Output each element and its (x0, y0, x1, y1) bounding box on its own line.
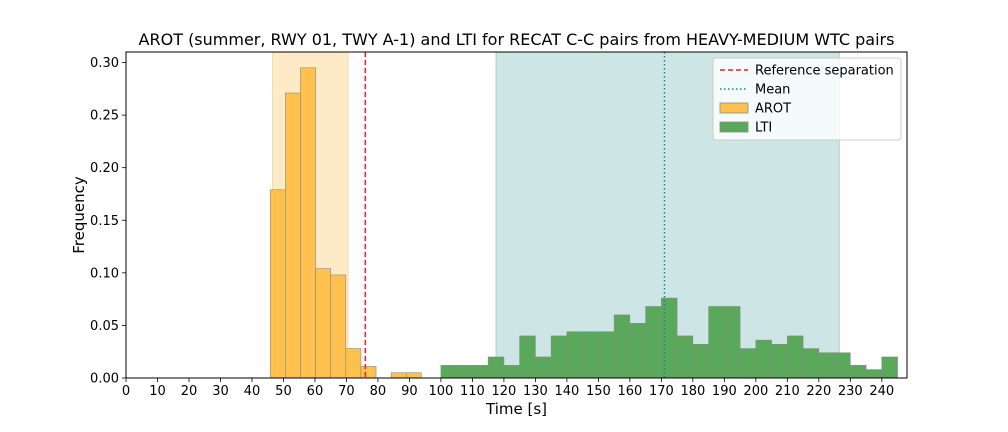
x-tick-label: 90 (401, 384, 418, 399)
x-tick-label: 70 (338, 384, 355, 399)
x-tick-label: 80 (370, 384, 387, 399)
lti-bar (645, 306, 662, 379)
x-tick-label: 180 (680, 384, 705, 399)
y-tick-label: 0.05 (90, 319, 119, 334)
lti-bar (519, 335, 536, 379)
legend-arot-label: AROT (755, 102, 791, 117)
lti-bar (487, 356, 505, 379)
arot-bar (285, 92, 301, 379)
x-tick-label: 130 (523, 384, 548, 399)
x-tick-label: 60 (307, 384, 324, 399)
x-tick-label: 210 (775, 384, 800, 399)
arot-bar (390, 372, 407, 379)
x-tick-label: 200 (743, 384, 768, 399)
x-tick-label: 190 (712, 384, 737, 399)
lti-bar (456, 365, 473, 379)
x-tick-label: 160 (617, 384, 642, 399)
legend-lti-swatch (719, 121, 749, 133)
legend-reference-label: Reference separation (755, 64, 894, 79)
lti-bar (472, 365, 489, 379)
arot-bar (330, 274, 347, 379)
legend-lti-label: LTI (755, 121, 772, 136)
x-tick-label: 240 (869, 384, 894, 399)
lti-bar (787, 335, 804, 379)
lti-bar (865, 369, 883, 379)
lti-bar (739, 348, 757, 379)
lti-bar (834, 352, 851, 379)
x-tick-label: 50 (275, 384, 292, 399)
histogram-bars (269, 67, 898, 379)
lti-bar (692, 344, 709, 379)
arot-bar (315, 268, 331, 379)
x-tick-label: 110 (460, 384, 485, 399)
x-tick-label: 10 (149, 384, 166, 399)
lti-bar (708, 306, 725, 379)
x-tick-label: 170 (649, 384, 674, 399)
lti-bar (818, 352, 835, 379)
y-tick-label: 0.25 (90, 109, 119, 124)
x-tick-label: 30 (212, 384, 229, 399)
y-tick-label: 0.10 (90, 266, 119, 281)
x-tick-label: 0 (122, 384, 130, 399)
lti-bar (724, 306, 741, 379)
lti-bar (598, 331, 615, 379)
arot-bar (360, 366, 377, 379)
lti-bar (850, 365, 867, 379)
y-tick-label: 0.20 (90, 161, 119, 176)
y-tick-label: 0.00 (90, 372, 119, 387)
lti-bar (755, 339, 772, 379)
x-axis: 0 10 20 30 40 50 60 70 80 90 100 110 120 130 140 150 160… (122, 378, 894, 399)
arot-bar (405, 372, 422, 379)
x-tick-label: 100 (429, 384, 454, 399)
lti-bar (566, 331, 583, 379)
x-tick-label: 20 (181, 384, 198, 399)
reference-lines (364, 52, 666, 378)
x-tick-label: 140 (554, 384, 579, 399)
x-tick-label: 120 (491, 384, 516, 399)
lti-bar (881, 356, 898, 379)
y-axis: 0.00 0.05 0.10 0.15 0.20 0.25 0.30 (90, 56, 126, 387)
y-tick-label: 0.15 (90, 214, 119, 229)
arot-bar (345, 348, 362, 379)
y-axis-label: Frequency (70, 176, 88, 254)
legend-mean-label: Mean (755, 83, 790, 98)
lti-bar (503, 365, 520, 379)
x-axis-label: Time [s] (485, 400, 547, 418)
arot-bar (300, 67, 316, 379)
legend-arot-swatch (719, 102, 749, 114)
lti-bar (771, 344, 788, 379)
lti-bar (613, 314, 631, 379)
lti-bar (629, 323, 646, 379)
lti-bar (661, 297, 678, 379)
x-tick-label: 220 (806, 384, 831, 399)
lti-bar (582, 331, 599, 379)
legend-box (712, 57, 902, 141)
y-tick-label: 0.30 (90, 56, 119, 71)
lti-bar (535, 356, 552, 379)
legend: Reference separation Mean AROT LTI (712, 57, 902, 141)
lti-bar (676, 335, 694, 379)
x-tick-label: 230 (838, 384, 863, 399)
arot-bar (269, 189, 286, 379)
lti-bar (802, 348, 820, 379)
x-tick-label: 150 (586, 384, 611, 399)
lti-bar (440, 365, 457, 379)
lti-bar (550, 335, 568, 379)
x-tick-label: 40 (244, 384, 261, 399)
chart-title: AROT (summer, RWY 01, TWY A-1) and LTI f… (139, 30, 895, 49)
plot-frame (125, 51, 908, 379)
